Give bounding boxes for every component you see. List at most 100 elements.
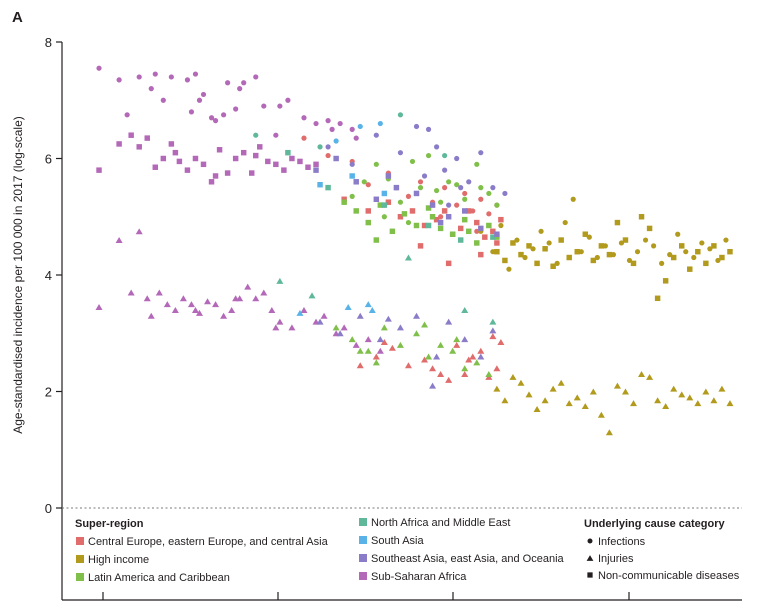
series-ssa-inj: [95, 228, 384, 354]
data-point: [216, 147, 223, 153]
data-point: [562, 219, 568, 226]
data-point: [136, 144, 142, 150]
legend-swatch: [76, 537, 84, 545]
data-point: [687, 266, 693, 272]
data-point: [277, 103, 283, 109]
legend-label: Non-communicable diseases: [598, 570, 740, 582]
data-point: [176, 158, 183, 165]
data-point: [357, 123, 363, 130]
y-tick-label: 0: [45, 501, 52, 516]
data-point: [654, 397, 662, 404]
data-point: [404, 254, 412, 261]
data-point: [458, 185, 464, 191]
legend-swatch: [359, 554, 367, 562]
legend-label: Injuries: [598, 553, 634, 565]
data-point: [329, 126, 335, 132]
legend-item-ssa: Sub-Saharan Africa: [359, 571, 467, 583]
data-point: [253, 74, 259, 80]
data-point: [462, 196, 468, 202]
data-point: [425, 353, 433, 360]
data-point: [225, 80, 231, 86]
data-point: [413, 190, 420, 197]
data-point: [417, 179, 424, 185]
data-point: [409, 208, 416, 214]
legend-swatch: [359, 572, 367, 580]
data-point: [461, 216, 468, 223]
series-nam-inj: [276, 254, 497, 325]
data-point: [397, 150, 404, 156]
data-point: [695, 248, 701, 255]
data-point: [630, 400, 638, 407]
data-point: [417, 185, 424, 191]
data-point: [526, 243, 532, 249]
data-point: [389, 228, 396, 235]
data-point: [401, 211, 408, 217]
data-point: [272, 324, 280, 331]
data-point: [454, 155, 460, 162]
data-point: [373, 132, 379, 138]
data-point: [187, 301, 195, 308]
data-point: [421, 173, 428, 179]
data-point: [613, 382, 621, 389]
series-nam-ncd: [285, 149, 496, 243]
data-point: [356, 312, 364, 319]
data-point: [449, 347, 457, 354]
data-point: [474, 161, 480, 167]
data-point: [486, 211, 492, 217]
data-point: [445, 214, 452, 220]
data-point: [446, 179, 452, 185]
series-lac-inj: [332, 321, 493, 378]
data-point: [614, 219, 621, 226]
data-point: [333, 138, 339, 144]
data-point: [634, 249, 641, 255]
data-point: [493, 365, 501, 372]
data-point: [581, 403, 589, 410]
data-point: [433, 144, 440, 150]
data-point: [477, 353, 485, 360]
data-point: [542, 246, 548, 252]
data-point: [380, 324, 388, 331]
data-point: [288, 324, 296, 331]
data-point: [241, 80, 247, 86]
legend-swatch: [76, 573, 84, 581]
data-point: [155, 289, 163, 296]
data-point: [433, 216, 440, 223]
data-point: [429, 214, 436, 220]
data-point: [493, 385, 501, 392]
data-point: [486, 190, 492, 197]
data-point: [461, 306, 469, 313]
legend-label: Southeast Asia, east Asia, and Oceania: [371, 553, 565, 565]
legend-label: Infections: [598, 536, 646, 548]
data-point: [381, 214, 387, 220]
data-point: [381, 190, 388, 197]
data-point: [525, 391, 533, 398]
data-point: [429, 202, 436, 208]
data-point: [421, 321, 429, 328]
data-point: [361, 179, 367, 185]
data-point: [457, 225, 464, 232]
data-point: [237, 86, 243, 92]
data-point: [461, 371, 469, 378]
legend-label: Sub-Saharan Africa: [371, 571, 467, 583]
data-point: [409, 158, 416, 165]
data-point: [445, 318, 453, 325]
legend-regions: Central Europe, eastern Europe, and cent…: [76, 517, 565, 584]
data-point: [489, 333, 497, 340]
data-point: [195, 309, 203, 316]
data-point: [533, 405, 541, 412]
y-tick-label: 4: [45, 268, 52, 283]
data-point: [718, 385, 726, 392]
data-point: [598, 243, 605, 249]
data-point: [478, 185, 484, 191]
data-point: [469, 353, 477, 360]
data-point: [96, 167, 102, 173]
series-sa-inf: [333, 120, 383, 144]
data-point: [502, 257, 508, 264]
data-point: [446, 202, 452, 208]
data-point: [200, 91, 207, 98]
data-point: [376, 347, 384, 354]
data-point: [377, 120, 383, 127]
data-point: [240, 149, 247, 156]
y-tick-label: 6: [45, 152, 52, 167]
